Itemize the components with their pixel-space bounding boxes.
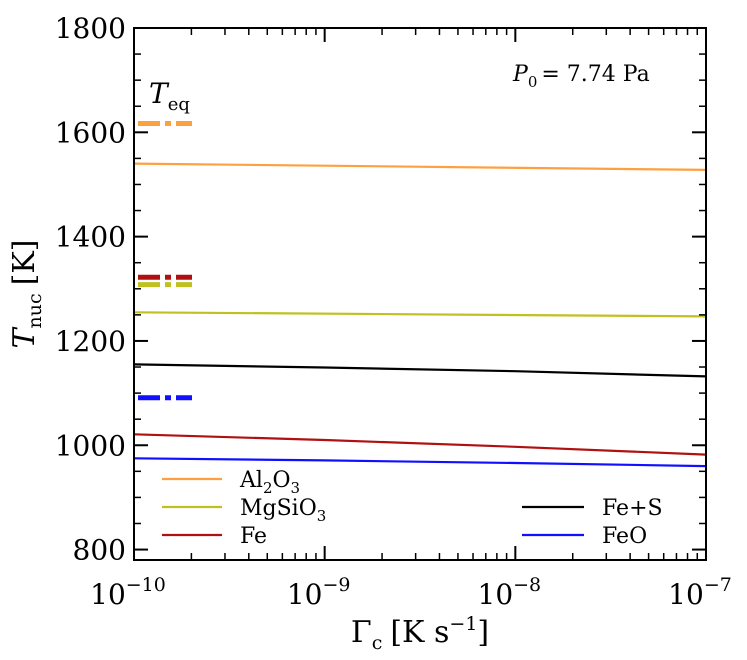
pressure-annotation: P0 = 7.74 Pa <box>512 62 650 91</box>
x-tick-label: 10−10 <box>90 574 166 611</box>
series-line-fe <box>133 433 707 456</box>
y-tick-label: 1400 <box>55 221 126 254</box>
series-line-fes <box>133 363 707 378</box>
teq-layer <box>138 120 192 401</box>
y-tick-label: 1600 <box>55 116 126 149</box>
series-line-al2o3 <box>133 162 707 171</box>
series-layer <box>133 162 707 468</box>
tick-label-layer: 800 1000 1200 1400 1600 1800 10−10 10−9 10−8 10−7 <box>55 12 732 611</box>
series-line-feo <box>133 457 707 468</box>
x-tick-label: 10−9 <box>287 574 351 611</box>
y-tick-label: 1800 <box>55 12 126 45</box>
series-line-mgsio3 <box>133 311 707 318</box>
legend-label-fe: Fe <box>240 524 267 549</box>
teq-annotation: Teq <box>149 77 190 115</box>
x-tick-label: 10−8 <box>478 574 542 611</box>
x-axis-label: Γc [K s−1] <box>351 613 489 654</box>
tick-layer <box>133 27 707 560</box>
x-tick-label: 10−7 <box>668 574 732 611</box>
y-tick-label: 1200 <box>55 325 126 358</box>
legend-label-feo: FeO <box>602 524 647 549</box>
y-tick-label: 800 <box>73 534 126 567</box>
y-axis-label: Tnuc[K] <box>7 240 46 349</box>
legend-label-fes: Fe+S <box>602 496 663 521</box>
legend-label-al2o3: Al2O3 <box>239 468 300 497</box>
plot-frame <box>133 27 707 561</box>
legend-label-mgsio3: MgSiO3 <box>240 496 326 525</box>
y-tick-label: 1000 <box>55 429 126 462</box>
